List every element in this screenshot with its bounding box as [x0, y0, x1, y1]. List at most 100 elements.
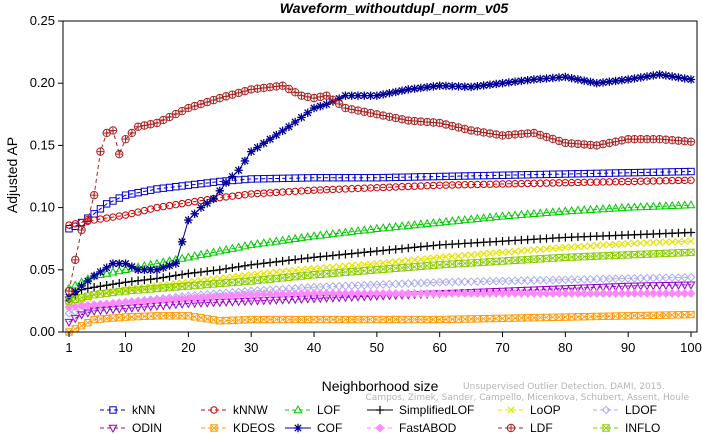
data-point-kdeos — [674, 311, 682, 319]
data-point-kdeos — [568, 313, 576, 321]
data-point-loop — [278, 268, 287, 276]
data-point-simplifiedlof — [140, 275, 149, 285]
data-point-ldf — [334, 99, 344, 109]
data-point-cof — [83, 276, 93, 286]
data-point-fastabod — [196, 293, 206, 303]
data-point-lof — [190, 251, 200, 260]
data-point-simplifiedlof — [184, 269, 193, 278]
data-point-ldof — [548, 275, 558, 285]
data-point-kdeos — [134, 313, 142, 321]
data-point-simplifiedlof — [272, 257, 281, 267]
data-point-fastabod — [259, 290, 269, 299]
data-point-lof — [579, 205, 589, 214]
data-point-cof — [630, 74, 639, 83]
data-point-kdeos — [272, 316, 280, 324]
series-inflo — [65, 248, 695, 305]
data-point-loop — [492, 249, 500, 257]
data-point-lof — [667, 200, 677, 210]
data-point-cof — [623, 75, 633, 84]
data-point-inflo — [612, 251, 620, 259]
data-point-ldof — [542, 275, 551, 285]
data-point-ldf — [385, 112, 394, 121]
data-point-fastabod — [385, 289, 394, 298]
data-point-ldof — [674, 273, 683, 282]
data-point-lof — [491, 211, 501, 221]
data-point-inflo — [511, 256, 519, 264]
data-point-fastabod — [441, 289, 451, 298]
data-point-ldf — [372, 110, 382, 119]
data-point-ldof — [611, 274, 621, 284]
data-point-inflo — [404, 263, 412, 271]
data-point-loop — [297, 266, 306, 274]
data-point-odin — [579, 284, 589, 293]
legend-item-simplifiedlof: SimplifiedLOF — [367, 403, 474, 417]
data-point-cof — [341, 91, 350, 100]
data-point-cof — [378, 90, 388, 99]
data-point-ldf — [379, 112, 387, 119]
data-point-fastabod — [548, 289, 558, 298]
data-point-fastabod — [297, 289, 306, 299]
x-tick-label: 80 — [558, 340, 572, 355]
data-point-ldf — [455, 124, 462, 131]
data-point-cof — [353, 91, 363, 100]
data-point-ldf — [153, 119, 161, 127]
data-point-fastabod — [567, 289, 577, 298]
data-point-kdeos — [580, 313, 588, 321]
data-point-inflo — [222, 279, 230, 287]
data-point-ldf — [485, 129, 495, 138]
data-point-cof — [228, 172, 237, 181]
data-point-inflo — [505, 257, 513, 265]
x-tick-label: 100 — [680, 340, 702, 355]
data-point-inflo — [674, 249, 682, 257]
data-point-odin — [655, 282, 665, 291]
series-knn — [65, 167, 695, 233]
data-point-simplifiedlof — [416, 242, 426, 251]
data-point-odin — [604, 283, 614, 292]
data-point-kdeos — [511, 314, 519, 322]
data-point-kdeos — [618, 312, 626, 320]
data-point-kdeos — [549, 313, 557, 321]
data-point-inflo — [448, 260, 456, 268]
data-point-simplifiedlof — [322, 251, 331, 261]
data-point-inflo — [385, 265, 393, 273]
citation-line-2: Unsupervised Outlier Detection. DAMI, 20… — [463, 382, 665, 392]
data-point-ldf — [316, 92, 325, 102]
data-point-ldof — [416, 278, 426, 288]
data-point-inflo — [561, 253, 569, 261]
data-point-cof — [284, 122, 294, 131]
data-point-simplifiedlof — [397, 244, 407, 253]
data-point-fastabod — [253, 290, 262, 299]
legend-item-lof: LOF — [285, 403, 340, 417]
data-point-lof — [516, 209, 526, 219]
data-point-kdeos — [480, 315, 488, 323]
data-point-ldf — [241, 87, 249, 95]
data-point-loop — [348, 261, 356, 270]
data-point-inflo — [335, 269, 343, 277]
data-point-inflo — [191, 281, 199, 289]
data-point-lof — [623, 202, 633, 211]
data-point-lof — [378, 223, 388, 232]
data-point-ldof — [485, 276, 495, 286]
data-point-ldf — [298, 92, 305, 99]
data-point-fastabod — [642, 289, 652, 298]
data-point-odin — [680, 281, 690, 290]
data-point-fastabod — [447, 289, 457, 298]
legend-item-inflo: INFLO — [593, 421, 660, 434]
legend-marker-loop — [507, 406, 515, 414]
data-point-cof — [203, 199, 212, 208]
data-point-simplifiedlof — [121, 278, 130, 287]
data-point-ldf — [593, 142, 600, 149]
data-point-lof — [183, 252, 193, 261]
data-point-cof — [265, 134, 275, 144]
data-point-ldf — [618, 137, 626, 144]
data-point-cof — [561, 72, 570, 82]
data-point-lof — [686, 200, 696, 209]
data-point-lof — [120, 264, 131, 273]
data-point-ldof — [428, 278, 438, 287]
data-point-cof — [322, 100, 331, 109]
data-point-kdeos — [96, 315, 104, 323]
data-point-inflo — [423, 262, 431, 270]
data-point-cof — [404, 85, 413, 94]
data-point-ldf — [247, 85, 256, 94]
data-point-lof — [680, 200, 690, 209]
